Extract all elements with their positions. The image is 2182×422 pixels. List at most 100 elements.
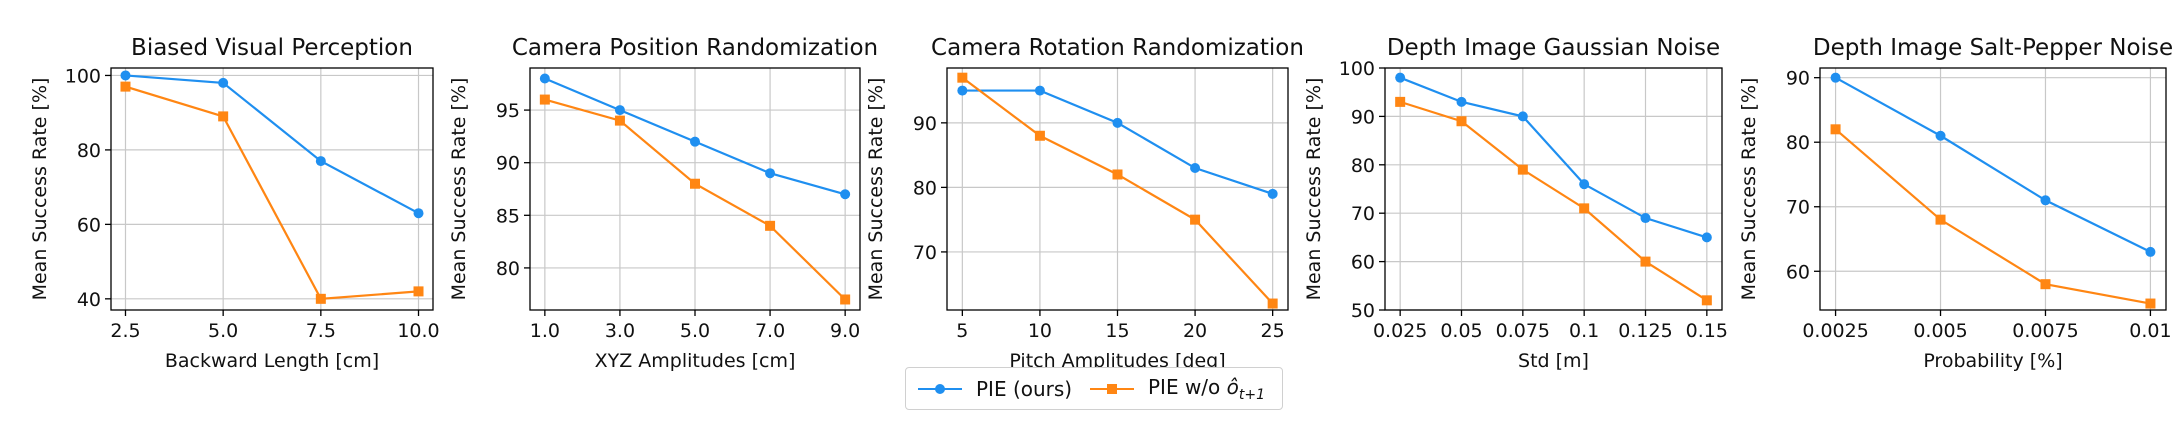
y-tick-label: 80	[496, 258, 520, 280]
y-tick-label: 90	[496, 153, 520, 175]
data-point-series1	[2145, 246, 2156, 257]
legend-marker-square-icon	[1107, 383, 1117, 394]
data-point-series2	[120, 81, 131, 92]
x-axis-label: Backward Length [cm]	[165, 350, 379, 372]
data-point-series2	[1190, 214, 1201, 225]
x-tick-label: 3.0	[605, 320, 635, 342]
y-tick-label: 80	[77, 140, 101, 162]
y-tick-label: 60	[1786, 261, 1810, 283]
y-tick-label: 60	[1351, 252, 1375, 274]
data-point-series2	[1830, 124, 1841, 135]
x-tick-label: 5.0	[680, 320, 710, 342]
legend-label-series2-subscript: t+1	[1238, 386, 1266, 403]
data-point-series2	[1034, 130, 1045, 141]
data-point-series2	[413, 286, 424, 297]
data-point-series2	[1701, 295, 1712, 306]
y-axis-label: Mean Success Rate [%]	[1303, 78, 1325, 301]
y-tick-label: 70	[1351, 203, 1375, 225]
data-point-series2	[614, 115, 625, 126]
x-tick-label: 2.5	[110, 320, 140, 342]
series-line-2	[1834, 128, 2151, 305]
x-axis-label: Probability [%]	[1923, 350, 2062, 372]
data-point-series2	[957, 72, 968, 83]
plot-frame	[110, 67, 434, 311]
series-line-1	[1835, 76, 2151, 253]
legend-label-series2-symbol: ô	[1226, 374, 1239, 399]
y-tick-label: 90	[1351, 106, 1375, 128]
x-tick-label: 0.005	[1913, 320, 1967, 342]
x-tick-label: 1.0	[530, 320, 560, 342]
data-point-series2	[2040, 279, 2051, 290]
plot-frame	[1384, 67, 1723, 311]
chart-title: Depth Image Gaussian Noise	[1387, 35, 1720, 61]
y-tick-label: 80	[1351, 155, 1375, 177]
data-point-series2	[539, 94, 550, 105]
chart-panel-5: 60 70 80 90 0.0025 0.005 0.0075 0.01 Depth Image…	[1738, 35, 2173, 372]
y-axis-label: Mean Success Rate [%]	[865, 78, 887, 301]
x-tick-label: 7.0	[755, 320, 785, 342]
x-tick-label: 0.15	[1686, 320, 1728, 342]
data-point-series1	[413, 208, 424, 219]
x-tick-label: 9.0	[830, 320, 860, 342]
legend-line-series1	[918, 383, 962, 394]
y-axis-label: Mean Success Rate [%]	[1738, 78, 1760, 301]
chart-title: Camera Rotation Randomization	[931, 35, 1304, 61]
y-tick-label: 80	[1786, 132, 1810, 154]
y-tick-label: 60	[77, 214, 101, 236]
data-point-series1	[1190, 163, 1201, 174]
x-tick-label: 10	[1028, 320, 1052, 342]
x-tick-label: 15	[1105, 320, 1129, 342]
y-axis-label: Mean Success Rate [%]	[448, 78, 470, 301]
data-point-series2	[1640, 256, 1651, 267]
x-tick-label: 0.075	[1496, 320, 1550, 342]
data-point-series1	[2040, 195, 2051, 206]
data-point-series2	[1112, 169, 1123, 180]
x-axis-label: XYZ Amplitudes [cm]	[595, 350, 796, 372]
y-tick-label: 80	[913, 177, 937, 199]
x-tick-label: 0.01	[2129, 320, 2171, 342]
data-point-series1	[1640, 213, 1651, 224]
data-point-series2	[1395, 96, 1406, 107]
data-point-series1	[120, 70, 131, 81]
data-point-series2	[840, 294, 851, 305]
x-tick-label: 20	[1183, 320, 1207, 342]
chart-panel-4: 50 60 70 80 90 100 0.025 0.05 0.075 0.1 0.125 0.15 D…	[1303, 35, 1728, 372]
data-point-series1	[614, 105, 625, 116]
y-tick-label: 85	[496, 205, 520, 227]
y-tick-label: 100	[1339, 58, 1375, 80]
data-point-series2	[1267, 298, 1278, 309]
y-tick-label: 50	[1351, 300, 1375, 322]
chart-title: Biased Visual Perception	[131, 35, 413, 61]
data-point-series1	[690, 136, 700, 147]
data-point-series1	[957, 85, 968, 96]
y-tick-label: 40	[77, 289, 101, 311]
data-point-series1	[1267, 188, 1278, 199]
legend-line-series2	[1090, 383, 1134, 394]
chart-title: Camera Position Randomization	[512, 35, 878, 61]
data-point-series1	[1395, 72, 1406, 83]
legend-label-series2: PIE w/o ôt+1	[1148, 375, 1265, 403]
data-point-series2	[2145, 298, 2156, 309]
x-tick-label: 25	[1261, 320, 1285, 342]
legend-entry-pie-ours: PIE (ours)	[918, 368, 1072, 409]
legend: PIE (ours) PIE w/o ôt+1	[905, 367, 1283, 410]
data-point-series1	[539, 73, 550, 84]
series-line-2	[125, 85, 419, 300]
x-tick-label: 10.0	[397, 320, 439, 342]
legend-entry-pie-wo: PIE w/o ôt+1	[1090, 368, 1265, 409]
data-point-series1	[218, 77, 229, 88]
data-point-series1	[840, 189, 851, 200]
y-axis-label: Mean Success Rate [%]	[29, 78, 51, 301]
data-point-series2	[1517, 164, 1528, 175]
plot-frame	[1819, 67, 2167, 311]
data-point-series1	[1112, 117, 1123, 128]
legend-label-series1: PIE (ours)	[976, 376, 1073, 401]
series-line-2	[1399, 100, 1708, 302]
x-tick-label: 5	[956, 320, 968, 342]
data-point-series1	[1034, 85, 1045, 96]
series-line-1	[1399, 76, 1708, 239]
x-tick-label: 0.125	[1618, 320, 1672, 342]
data-point-series1	[315, 156, 326, 167]
y-tick-label: 90	[1786, 68, 1810, 90]
